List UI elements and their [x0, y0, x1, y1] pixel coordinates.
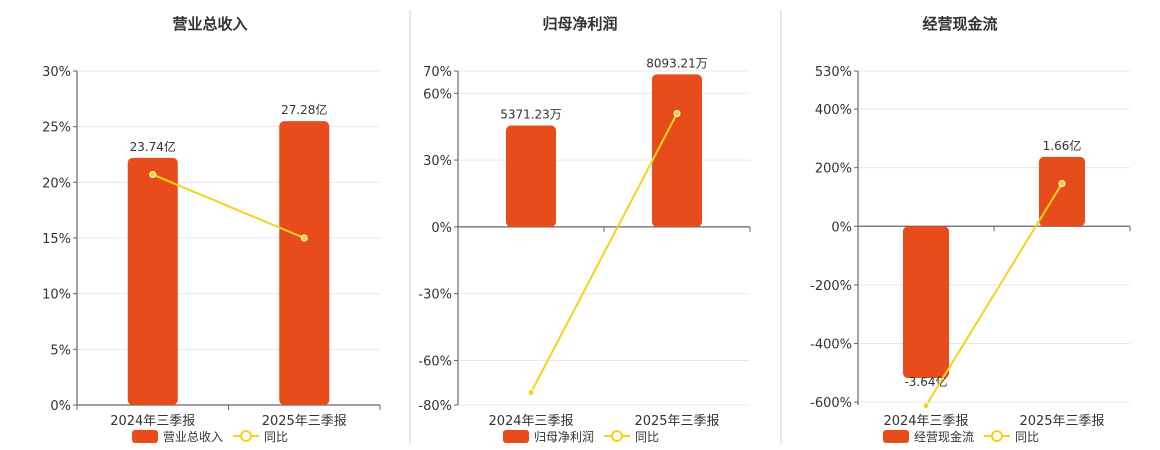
y-tick-label: 530%: [815, 65, 852, 80]
x-tick-label: 2025年三季报: [1019, 414, 1104, 429]
legend: 归母净利润 同比: [503, 430, 659, 444]
bar-data-label: 8093.21万: [646, 56, 708, 70]
legend-swatch-marker: [991, 430, 1004, 442]
bar-data-label: 5371.23万: [500, 108, 562, 122]
y-tick-label: 0%: [50, 399, 71, 414]
chart-title: 归母净利润: [542, 15, 617, 33]
x-tick-label: 2025年三季报: [262, 414, 347, 429]
legend-swatch-marker: [611, 430, 624, 442]
legend-label: 同比: [635, 430, 659, 444]
legend-label: 归母净利润: [534, 430, 594, 444]
y-tick-label: 0%: [431, 221, 452, 236]
bar: [903, 226, 949, 379]
y-tick-label: -60%: [418, 354, 452, 369]
yoy-line: [152, 173, 305, 239]
legend-label: 同比: [1015, 430, 1039, 444]
x-tick-label: 2024年三季报: [883, 414, 968, 429]
y-tick-label: -400%: [810, 337, 852, 352]
y-tick-label: 30%: [423, 154, 452, 169]
bar: [506, 125, 556, 227]
y-tick-label: 25%: [42, 121, 71, 136]
chart-panel-1: 营业总收入 0% 5% 10% 15% 20% 25% 30% 23.74亿 27.28亿 2024…: [42, 15, 381, 444]
chart-panel-3: 经营现金流 -600% -400% -200% 0% 200% 400% 530% -3.64亿…: [810, 15, 1131, 444]
x-tick-label: 2024年三季报: [110, 414, 195, 429]
yoy-line: [925, 182, 1063, 407]
y-tick-label: 200%: [815, 162, 852, 177]
bar: [652, 74, 702, 227]
bar-data-label: 27.28亿: [281, 102, 327, 117]
chart-title: 经营现金流: [922, 15, 997, 33]
bar-data-label: 1.66亿: [1043, 138, 1082, 153]
y-tick-label: 0%: [831, 220, 852, 235]
yoy-point: [673, 110, 681, 118]
chart-title: 营业总收入: [172, 15, 247, 33]
legend-swatch-bar: [132, 430, 158, 443]
legend: 经营现金流 同比: [883, 429, 1039, 444]
yoy-point: [149, 171, 157, 179]
yoy-point: [300, 234, 308, 242]
legend-swatch-marker: [240, 430, 253, 442]
bar: [127, 157, 178, 405]
yoy-point: [527, 389, 535, 397]
yoy-point: [922, 402, 930, 410]
yoy-line: [530, 113, 678, 393]
legend: 营业总收入 同比: [132, 430, 288, 444]
y-tick-label: -600%: [810, 396, 852, 411]
y-tick-label: 5%: [50, 343, 71, 358]
y-tick-label: 400%: [815, 103, 852, 118]
bar: [279, 121, 330, 405]
y-tick-label: 15%: [42, 232, 71, 247]
legend-label: 同比: [264, 430, 288, 444]
y-tick-label: -200%: [810, 279, 852, 294]
x-tick-label: 2025年三季报: [634, 414, 719, 429]
y-tick-label: 70%: [423, 65, 452, 80]
x-tick-label: 2024年三季报: [488, 414, 573, 429]
y-tick-label: 60%: [423, 87, 452, 102]
y-tick-label: -80%: [418, 399, 452, 414]
bar-data-label: 23.74亿: [130, 139, 176, 154]
y-tick-label: -30%: [418, 288, 452, 303]
legend-label: 经营现金流: [914, 429, 974, 444]
bar: [1039, 156, 1085, 227]
y-tick-label: 30%: [42, 65, 71, 80]
y-tick-label: 10%: [42, 288, 71, 303]
yoy-point: [1058, 180, 1066, 188]
legend-swatch-bar: [883, 430, 909, 443]
chart-panel-2: 归母净利润 -80% -60% -30% 0% 30% 60% 70% 5371.23万 8093…: [418, 15, 751, 444]
bar-data-label: -3.64亿: [904, 374, 947, 389]
legend-swatch-bar: [503, 430, 529, 443]
legend-label: 营业总收入: [163, 430, 223, 444]
y-tick-label: 20%: [42, 176, 71, 191]
